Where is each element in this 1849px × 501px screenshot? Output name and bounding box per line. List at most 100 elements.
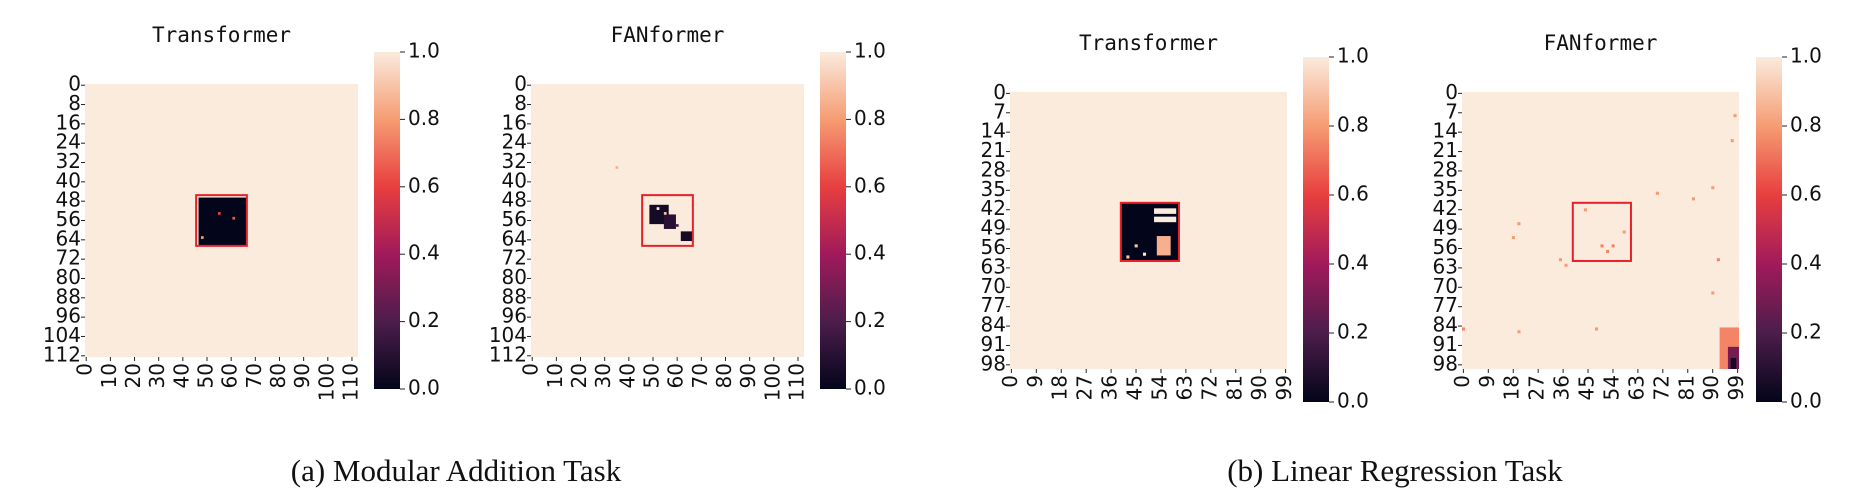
y-tick-label: 80 (56, 265, 81, 289)
x-tick-label: 63 (1624, 375, 1648, 400)
heatmap-block (1154, 216, 1177, 223)
y-tick-label: 88 (56, 284, 81, 308)
x-tick-label: 18 (1500, 375, 1524, 400)
y-tick-label: 63 (1433, 254, 1458, 278)
x-tick-label: 20 (121, 363, 145, 388)
highlight-box (641, 194, 694, 247)
x-tick-label: 110 (784, 363, 808, 401)
heatmap-cell (232, 216, 236, 220)
heatmap-cell (1691, 197, 1695, 201)
chart-title: Transformer (1079, 31, 1218, 55)
heatmap-cell (1733, 114, 1737, 118)
x-tick-label: 0 (73, 363, 97, 376)
y-tick-label: 14 (981, 119, 1006, 143)
x-tick-label: 99 (1272, 375, 1296, 400)
heatmap-cell (1583, 208, 1587, 212)
y-tick-label: 112 (489, 342, 527, 366)
colorbar-tick-label: 1.0 (408, 39, 440, 63)
y-tick-label: 16 (56, 110, 81, 134)
y-tick-label: 35 (981, 177, 1006, 201)
colorbar-tick-label: 0.4 (1790, 251, 1822, 275)
y-tick-label: 64 (502, 226, 527, 250)
chart-title: FANformer (1544, 31, 1658, 55)
y-tick-label: 24 (56, 130, 81, 154)
y-tick-label: 56 (56, 207, 81, 231)
heatmap-cell (1611, 244, 1615, 248)
heatmap-cell (656, 207, 660, 210)
heatmap-block (1156, 236, 1171, 256)
y-tick-label: 96 (502, 304, 527, 328)
colorbar (1756, 57, 1782, 402)
x-tick-label: 54 (1599, 375, 1623, 400)
heatmap-cell (1606, 249, 1610, 253)
heatmap-cell (1126, 255, 1130, 259)
colorbar-tick-label: 0.6 (854, 173, 886, 197)
colorbar (374, 52, 400, 389)
heatmap-cell (1711, 186, 1715, 190)
y-tick-label: 48 (502, 188, 527, 212)
y-tick-label: 40 (56, 168, 81, 192)
y-tick-label: 28 (1433, 157, 1458, 181)
x-tick-label: 30 (591, 363, 615, 388)
colorbar-tick-label: 0.2 (1337, 320, 1369, 344)
colorbar (1303, 57, 1329, 402)
heatmap-cell (1655, 191, 1659, 195)
x-tick-label: 50 (640, 363, 664, 388)
y-tick-label: 64 (56, 226, 81, 250)
y-tick-label: 21 (1433, 138, 1458, 162)
heatmap-cell (200, 236, 204, 239)
heatmap-block (680, 231, 693, 242)
y-tick-label: 72 (502, 246, 527, 270)
heatmap-block (663, 214, 676, 229)
heatmap-cell (1716, 258, 1720, 262)
x-tick-label: 0 (519, 363, 543, 376)
heatmap-block (1730, 357, 1737, 369)
x-tick-label: 60 (664, 363, 688, 388)
x-tick-label: 50 (194, 363, 218, 388)
caption: (a) Modular Addition Task (291, 453, 622, 488)
colorbar-tick-label: 0.8 (408, 106, 440, 130)
y-tick-label: 16 (502, 110, 527, 134)
colorbar-tick-label: 0.6 (1337, 182, 1369, 206)
y-tick-label: 0 (1445, 80, 1458, 104)
y-tick-label: 72 (56, 246, 81, 270)
heatmap-cell (1594, 327, 1599, 331)
highlight-box (1119, 201, 1180, 262)
x-tick-label: 20 (567, 363, 591, 388)
colorbar-tick-label: 0.8 (1790, 113, 1822, 137)
y-tick-label: 8 (68, 91, 81, 115)
y-tick-label: 104 (489, 323, 527, 347)
x-tick-label: 27 (1525, 375, 1549, 400)
y-tick-label: 77 (1433, 293, 1458, 317)
x-tick-label: 90 (736, 363, 760, 388)
y-tick-label: 91 (981, 332, 1006, 356)
x-tick-label: 45 (1575, 375, 1599, 400)
heatmap-cell (1517, 222, 1521, 226)
colorbar-tick-label: 0.4 (854, 241, 886, 265)
y-tick-label: 98 (981, 351, 1006, 375)
heatmap-cell (217, 212, 221, 215)
y-tick-label: 91 (1433, 332, 1458, 356)
y-tick-label: 0 (68, 72, 81, 96)
colorbar-tick-label: 0.4 (1337, 251, 1369, 275)
heatmap-cell (1600, 244, 1604, 248)
y-tick-label: 14 (1433, 119, 1458, 143)
colorbar-tick-label: 0.0 (854, 376, 886, 400)
heatmap-cell (1730, 139, 1734, 143)
y-tick-label: 49 (981, 216, 1006, 240)
heatmap-cell (1517, 330, 1521, 334)
y-tick-label: 98 (1433, 351, 1458, 375)
heatmap-cell (1462, 327, 1466, 331)
x-tick-label: 27 (1073, 375, 1097, 400)
colorbar-tick-label: 0.0 (1790, 389, 1822, 413)
x-tick-label: 72 (1649, 375, 1673, 400)
heatmap-cell (675, 224, 679, 227)
heatmap-cell (1511, 236, 1515, 240)
x-tick-label: 80 (266, 363, 290, 388)
y-tick-label: 80 (502, 265, 527, 289)
heatmap-cell (1711, 291, 1715, 295)
x-tick-label: 100 (314, 363, 338, 401)
x-tick-label: 90 (1247, 375, 1271, 400)
x-tick-label: 80 (712, 363, 736, 388)
y-tick-label: 96 (56, 304, 81, 328)
